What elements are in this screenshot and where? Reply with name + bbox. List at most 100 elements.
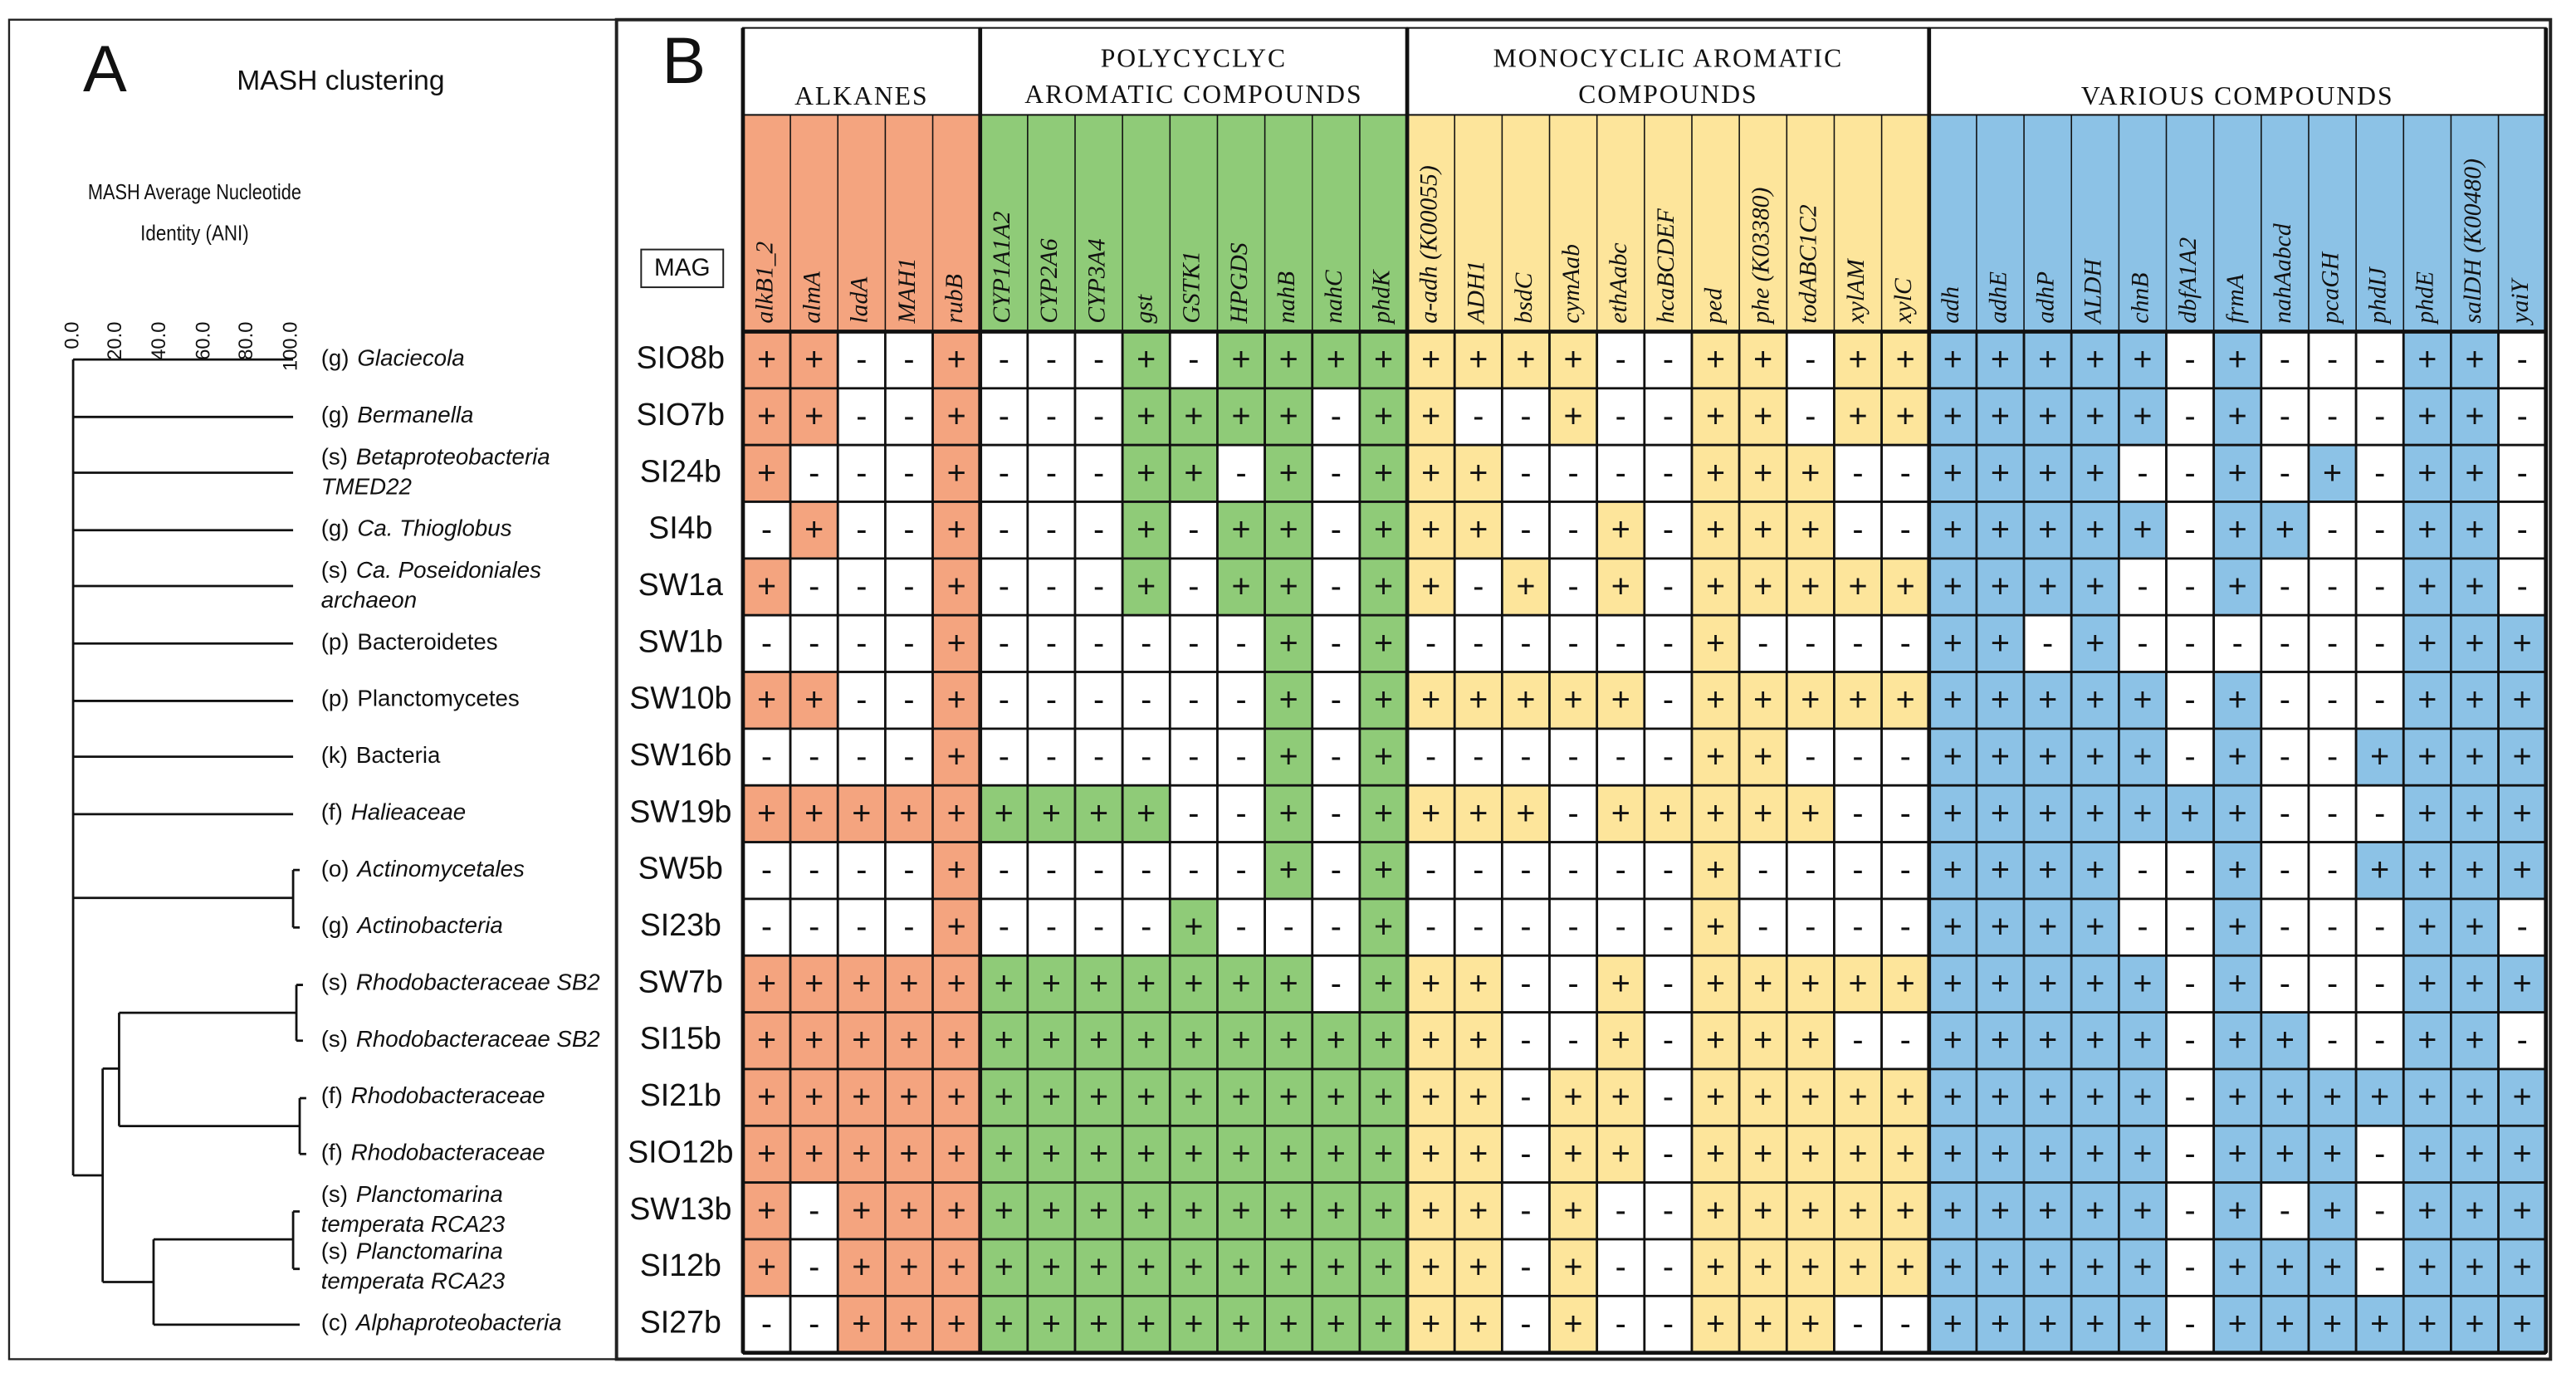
- cell-value: -: [2137, 852, 2148, 888]
- cell-value: +: [1136, 568, 1156, 604]
- cell-value: -: [1568, 511, 1579, 548]
- cell-value: -: [2374, 1192, 2385, 1228]
- cell-value: +: [2133, 1022, 2152, 1058]
- cell: [1643, 613, 1694, 673]
- cell: [2022, 671, 2073, 730]
- cell: [2165, 613, 2216, 673]
- cell: [2212, 387, 2263, 447]
- taxon-label: (s) Planctomarina: [321, 1181, 503, 1207]
- cell-value: -: [2280, 681, 2290, 718]
- cell: [741, 784, 792, 843]
- cell: [741, 557, 792, 617]
- cell-value: +: [899, 795, 918, 832]
- cell: [2450, 330, 2500, 390]
- cell-value: -: [1852, 738, 1863, 774]
- cell-value: +: [804, 965, 824, 1002]
- cell-value: +: [1374, 511, 1393, 548]
- cell-value: +: [1374, 1192, 1393, 1228]
- cell-value: -: [1757, 909, 1768, 945]
- cell: [1264, 841, 1314, 901]
- cell-value: +: [757, 398, 776, 434]
- cell-value: -: [1568, 795, 1579, 832]
- gene-label: adhE: [1985, 271, 2011, 324]
- cell-value: -: [2185, 511, 2196, 548]
- group-title: ALKANES: [794, 81, 928, 110]
- cell-value: -: [2280, 455, 2290, 491]
- cell: [1738, 954, 1788, 1014]
- cell-value: +: [2513, 1136, 2532, 1172]
- cell-value: +: [1279, 568, 1298, 604]
- cell-value: +: [2275, 1306, 2295, 1342]
- cell-value: -: [1852, 455, 1863, 491]
- group-title: AROMATIC COMPOUNDS: [1024, 80, 1362, 109]
- cell: [1216, 501, 1267, 560]
- cell-value: +: [2038, 341, 2057, 378]
- gene-label: almA: [799, 271, 825, 323]
- cell-value: +: [1564, 1192, 1583, 1228]
- cell-value: -: [1141, 738, 1151, 774]
- cell-value: -: [1520, 511, 1531, 548]
- cell-value: -: [1520, 852, 1531, 888]
- cell: [1168, 1067, 1219, 1127]
- cell: [2117, 1181, 2168, 1241]
- cell: [1833, 613, 1883, 673]
- cell-value: -: [1663, 738, 1674, 774]
- taxon-label: (k) Bacteria: [321, 742, 441, 768]
- cell-value: +: [2465, 795, 2484, 832]
- cell-value: +: [1706, 1306, 1725, 1342]
- cell: [1928, 387, 1978, 447]
- gene-label: gst: [1132, 294, 1158, 323]
- cell: [836, 443, 887, 503]
- cell-value: -: [903, 909, 914, 945]
- cell-value: +: [1042, 1306, 1061, 1342]
- cell-value: -: [2280, 965, 2290, 1002]
- cell-value: +: [1469, 1079, 1488, 1116]
- cell: [789, 557, 839, 617]
- gene-label: phdIJ: [2365, 266, 2392, 325]
- cell: [1121, 727, 1171, 787]
- row-label-cell: [621, 1126, 743, 1183]
- cell-value: -: [1331, 625, 1342, 662]
- cell-value: +: [1848, 341, 1867, 378]
- cell: [1690, 501, 1741, 560]
- cell-value: -: [2327, 398, 2338, 434]
- cell: [2022, 443, 2073, 503]
- cell-value: -: [903, 852, 914, 888]
- cell-value: +: [1089, 1079, 1108, 1116]
- cell-value: +: [2085, 909, 2104, 945]
- cell-value: -: [2185, 852, 2196, 888]
- cell-value: +: [899, 1136, 918, 1172]
- cell: [1596, 954, 1646, 1014]
- cell-value: +: [1991, 1306, 2010, 1342]
- taxon-name: Ca. Thioglobus: [357, 515, 511, 541]
- cell-value: +: [2133, 965, 2152, 1002]
- cell-value: +: [1421, 1249, 1440, 1286]
- cell-value: +: [1327, 1022, 1346, 1058]
- cell-value: +: [947, 1249, 966, 1286]
- gene-label: MAH1: [894, 258, 921, 325]
- taxon-rank: (f): [321, 1082, 343, 1108]
- cell-value: -: [1805, 738, 1816, 774]
- cell-value: +: [2228, 1306, 2247, 1342]
- cell: [2402, 784, 2452, 843]
- cell: [2117, 841, 2168, 901]
- cell: [1548, 1294, 1599, 1355]
- cell: [2212, 1011, 2263, 1071]
- cell-value: +: [2513, 625, 2532, 662]
- taxon-rank: (g): [321, 912, 349, 938]
- taxon-rank: (s): [321, 558, 348, 584]
- row-label-cell: [621, 672, 743, 729]
- cell-value: +: [2465, 568, 2484, 604]
- cell: [2165, 671, 2216, 730]
- cell: [741, 897, 792, 957]
- cell-value: +: [1184, 1249, 1203, 1286]
- cell: [2497, 841, 2548, 901]
- cell: [1880, 1011, 1931, 1071]
- cell-value: +: [899, 1192, 918, 1228]
- cell-value: +: [1136, 455, 1156, 491]
- cell-value: +: [2417, 341, 2437, 378]
- cell-value: +: [1848, 1249, 1867, 1286]
- cell: [1643, 387, 1694, 447]
- cell-value: -: [1663, 398, 1674, 434]
- cell-value: -: [1900, 852, 1911, 888]
